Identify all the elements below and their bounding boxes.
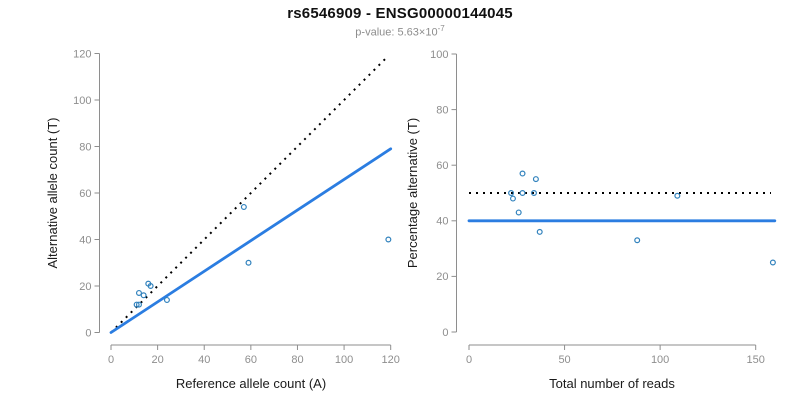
x-tick-label: 0 bbox=[466, 354, 472, 366]
p-value-label: p-value: 5.63×10-7 bbox=[0, 24, 800, 39]
data-point bbox=[133, 301, 140, 308]
data-point bbox=[530, 190, 537, 197]
x-tick-label: 100 bbox=[651, 354, 669, 366]
data-point bbox=[140, 292, 147, 299]
data-point bbox=[536, 228, 543, 235]
x-tick-label: 20 bbox=[151, 354, 163, 366]
x-tick-label: 60 bbox=[245, 354, 257, 366]
y-tick-label: 60 bbox=[436, 160, 448, 172]
data-point bbox=[519, 190, 526, 197]
identity-line bbox=[110, 57, 387, 334]
data-point bbox=[385, 236, 392, 243]
plot-title: rs6546909 - ENSG00000144045 bbox=[287, 5, 513, 22]
x-tick-label: 80 bbox=[291, 354, 303, 366]
y-tick-label: 100 bbox=[73, 95, 91, 107]
data-point bbox=[769, 259, 776, 266]
data-point bbox=[135, 301, 142, 308]
x-tick-label: 40 bbox=[198, 354, 210, 366]
p-value-exponent: -7 bbox=[437, 24, 445, 33]
y-tick-label: 80 bbox=[79, 141, 91, 153]
x-tick-label: 120 bbox=[382, 354, 400, 366]
x-tick-label: 150 bbox=[747, 354, 765, 366]
y-tick-label: 0 bbox=[85, 327, 91, 339]
data-point bbox=[147, 283, 154, 290]
data-point bbox=[519, 170, 526, 177]
data-point bbox=[163, 296, 170, 303]
data-point bbox=[515, 209, 522, 216]
y-tick-label: 60 bbox=[79, 188, 91, 200]
y-tick-label: 0 bbox=[442, 327, 448, 339]
data-point bbox=[245, 259, 252, 266]
left-scatter-panel: Reference allele count (A) Alternative a… bbox=[45, 48, 400, 391]
y-tick-label: 80 bbox=[436, 104, 448, 116]
left-x-axis-title: Reference allele count (A) bbox=[176, 376, 326, 391]
right-x-axis-title: Total number of reads bbox=[549, 376, 675, 391]
right-y-axis-title: Percentage alternative (T) bbox=[405, 118, 420, 268]
y-tick-label: 120 bbox=[73, 48, 91, 60]
y-tick-label: 40 bbox=[436, 216, 448, 228]
regression-line bbox=[109, 147, 393, 334]
p-value-base: 5.63×10 bbox=[397, 26, 438, 39]
data-point bbox=[135, 289, 142, 296]
x-tick-label: 100 bbox=[335, 354, 353, 366]
right-scatter-panel: Total number of reads Percentage alterna… bbox=[405, 49, 777, 391]
y-tick-label: 40 bbox=[79, 234, 91, 246]
data-point bbox=[674, 192, 681, 199]
data-point bbox=[240, 203, 247, 210]
data-point bbox=[634, 237, 641, 244]
data-point bbox=[532, 176, 539, 183]
data-point bbox=[509, 195, 516, 202]
x-tick-label: 0 bbox=[108, 354, 114, 366]
p-value-prefix: p-value: bbox=[355, 26, 398, 39]
y-tick-label: 20 bbox=[436, 271, 448, 283]
y-tick-label: 20 bbox=[79, 281, 91, 293]
y-tick-label: 100 bbox=[430, 49, 448, 61]
left-y-axis-title: Alternative allele count (T) bbox=[45, 117, 60, 268]
x-tick-label: 50 bbox=[558, 354, 570, 366]
data-point bbox=[508, 190, 515, 197]
